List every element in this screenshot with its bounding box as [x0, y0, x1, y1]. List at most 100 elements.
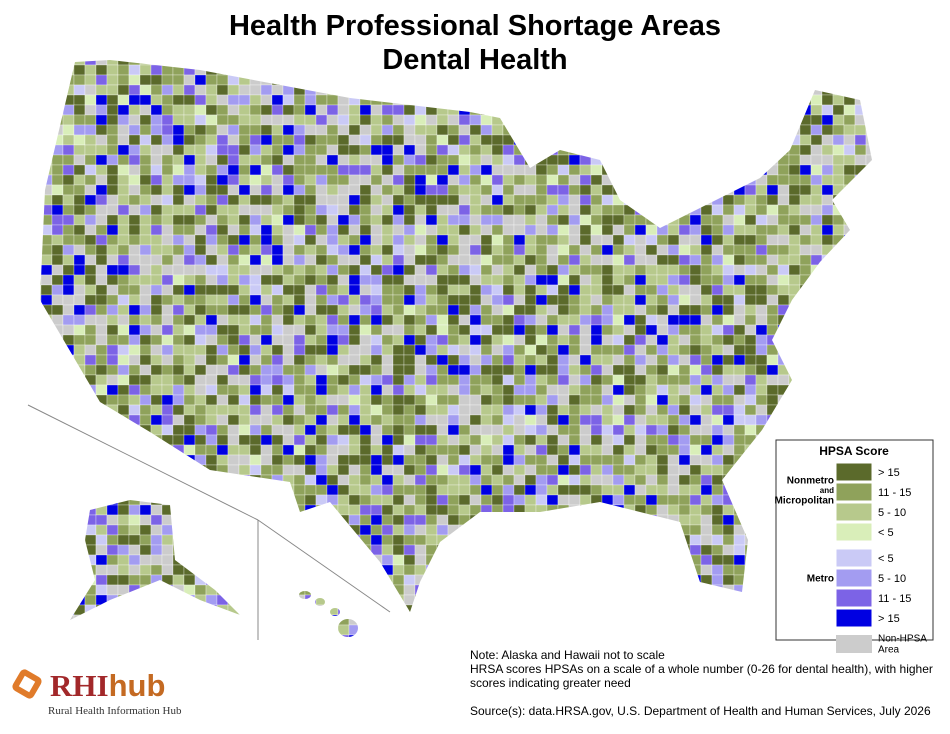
county	[161, 564, 174, 576]
county	[315, 334, 328, 346]
county	[535, 634, 548, 637]
county	[777, 194, 790, 206]
county	[557, 60, 570, 66]
county	[260, 544, 273, 556]
county	[370, 294, 383, 306]
county	[172, 624, 185, 636]
county	[161, 64, 174, 76]
county	[51, 134, 64, 146]
county	[106, 164, 119, 176]
county	[491, 334, 504, 346]
county	[348, 564, 361, 576]
county	[425, 194, 438, 206]
county	[634, 524, 647, 536]
county	[579, 424, 592, 436]
county	[810, 204, 823, 216]
county	[843, 244, 856, 256]
county	[678, 464, 691, 476]
county	[557, 634, 570, 637]
county	[491, 64, 504, 76]
county	[480, 444, 493, 456]
county	[656, 274, 669, 286]
county	[491, 374, 504, 386]
county	[172, 174, 185, 186]
county	[282, 174, 295, 186]
county	[337, 284, 350, 296]
county	[183, 214, 196, 226]
county	[810, 174, 823, 186]
county	[359, 194, 372, 206]
county	[667, 224, 680, 236]
county	[139, 554, 152, 566]
county	[601, 614, 614, 626]
county	[238, 354, 251, 366]
county	[315, 544, 328, 556]
county	[84, 254, 97, 266]
county	[623, 364, 636, 376]
county	[623, 484, 636, 496]
county	[249, 384, 262, 396]
county	[612, 484, 625, 496]
county	[667, 214, 680, 226]
county	[865, 354, 872, 366]
county	[513, 194, 526, 206]
county	[557, 244, 570, 256]
county	[590, 144, 603, 156]
county	[645, 164, 658, 176]
county	[733, 434, 746, 446]
county	[469, 414, 482, 426]
county	[271, 424, 284, 436]
county	[40, 114, 53, 126]
county	[854, 274, 867, 286]
county	[854, 334, 867, 346]
county	[436, 134, 449, 146]
county	[722, 60, 735, 66]
county	[139, 534, 152, 546]
county	[348, 84, 361, 96]
county	[392, 634, 405, 637]
county	[414, 234, 427, 246]
county	[326, 534, 339, 546]
county	[304, 64, 317, 76]
county	[172, 444, 185, 456]
county	[304, 374, 317, 386]
county	[436, 494, 449, 506]
county	[744, 404, 757, 416]
county	[381, 544, 394, 556]
county	[403, 254, 416, 266]
county	[700, 574, 713, 586]
county	[117, 94, 130, 106]
county	[293, 394, 306, 406]
county	[315, 174, 328, 186]
county	[425, 324, 438, 336]
county	[502, 284, 515, 296]
county	[744, 344, 757, 356]
county	[744, 594, 757, 606]
county	[249, 594, 262, 606]
county	[502, 294, 515, 306]
county	[337, 354, 350, 366]
county	[557, 324, 570, 336]
county	[877, 75, 888, 85]
county	[557, 84, 570, 96]
county	[260, 314, 273, 326]
county	[150, 64, 163, 76]
county	[51, 194, 64, 206]
county	[447, 60, 460, 66]
county	[293, 234, 306, 246]
county	[755, 244, 768, 256]
county	[348, 424, 361, 436]
county	[480, 594, 493, 606]
county	[337, 484, 350, 496]
county	[799, 154, 812, 166]
county	[733, 224, 746, 236]
county	[304, 224, 317, 236]
county	[623, 474, 636, 486]
county	[381, 144, 394, 156]
county	[722, 514, 735, 526]
county	[711, 404, 724, 416]
county	[568, 494, 581, 506]
county	[359, 464, 372, 476]
county	[755, 544, 768, 556]
county	[337, 524, 350, 536]
